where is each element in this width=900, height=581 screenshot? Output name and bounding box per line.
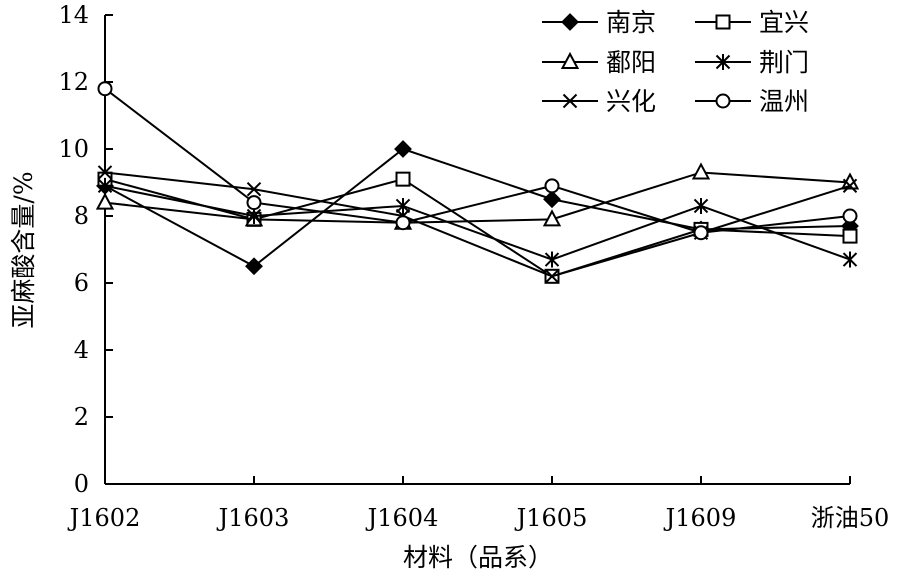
series-6 — [97, 81, 858, 241]
legend-entry: 温州 — [695, 87, 809, 116]
data-point — [395, 215, 411, 231]
data-point — [691, 162, 711, 180]
series-5 — [97, 165, 858, 284]
data-point — [95, 192, 115, 210]
data-point — [97, 81, 113, 97]
x-tick-label: 浙油50 — [811, 504, 890, 532]
y-axis-title: 亚麻酸含量/% — [9, 171, 38, 328]
x-tick-label: J1605 — [514, 504, 588, 532]
legend-marker — [560, 51, 580, 69]
data-point — [842, 208, 858, 224]
data-point — [246, 208, 262, 224]
data-point — [246, 195, 262, 211]
legend-entry: 鄱阳 — [542, 48, 656, 77]
x-tick-label: J1604 — [365, 504, 439, 532]
data-point — [245, 257, 263, 276]
y-tick-label: 2 — [74, 403, 89, 431]
data-point — [842, 228, 858, 244]
legend-entry: 兴化 — [542, 87, 656, 116]
data-point — [97, 177, 113, 194]
data-point — [693, 225, 709, 241]
data-point — [544, 269, 560, 284]
series-line — [104, 87, 851, 234]
y-tick-label: 0 — [74, 470, 89, 498]
y-tick-label: 8 — [74, 202, 89, 230]
data-point — [693, 197, 709, 214]
data-point — [544, 178, 560, 194]
y-tick-label: 12 — [58, 68, 89, 96]
legend-marker — [715, 14, 731, 30]
data-point — [542, 209, 562, 227]
data-point — [842, 251, 858, 268]
legend-label: 南京 — [606, 8, 656, 37]
legend-label: 荆门 — [759, 48, 809, 77]
x-axis-title: 材料（品系） — [403, 543, 553, 572]
data-point — [246, 181, 262, 197]
x-tick-label: J1609 — [663, 504, 737, 532]
legend-label: 宜兴 — [759, 8, 809, 37]
legend-label: 温州 — [759, 87, 809, 116]
legend-marker — [715, 93, 731, 109]
legend-marker — [562, 93, 578, 109]
data-point — [543, 190, 561, 209]
series-line — [104, 171, 851, 224]
y-tick-label: 4 — [74, 336, 89, 364]
series-4 — [97, 177, 858, 268]
y-tick-label: 10 — [58, 135, 89, 163]
data-point — [97, 165, 113, 180]
series-line — [104, 147, 851, 268]
legend-entry: 南京 — [542, 8, 656, 37]
data-point — [544, 251, 560, 268]
legend-marker — [715, 54, 731, 70]
legend-entry: 荆门 — [695, 48, 809, 77]
legend-label: 兴化 — [606, 87, 656, 116]
legend-marker — [561, 13, 579, 31]
series-line — [104, 171, 851, 278]
y-tick-label: 14 — [58, 1, 89, 29]
series-line — [104, 184, 851, 261]
x-tick-label: J1603 — [216, 504, 290, 532]
y-tick-label: 6 — [74, 269, 89, 297]
legend-entry: 宜兴 — [695, 8, 809, 37]
data-point — [394, 140, 412, 158]
series-layer — [95, 81, 860, 284]
axes: 0 2 4 6 8 10 12 14 J1602 J1603 J1604 J1605 J1609 浙油50 — [58, 1, 889, 532]
legend-label: 鄱阳 — [606, 48, 656, 77]
x-tick-label: J1602 — [67, 504, 141, 532]
data-point — [842, 178, 858, 194]
data-point — [395, 171, 411, 187]
